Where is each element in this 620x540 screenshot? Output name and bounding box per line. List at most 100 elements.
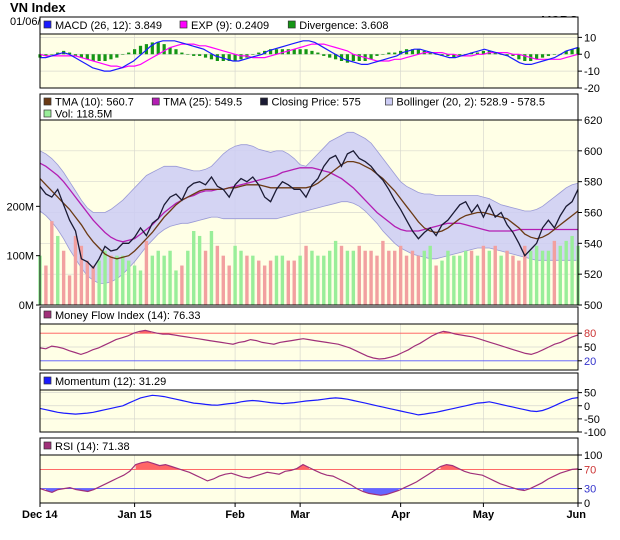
x-axis-tick-label: Feb bbox=[225, 509, 245, 521]
volume-bar bbox=[517, 260, 521, 305]
volume-bar bbox=[292, 260, 296, 305]
macd-divergence-bar bbox=[416, 49, 420, 55]
volume-bar bbox=[121, 255, 125, 305]
volume-bar bbox=[316, 255, 320, 305]
macd-divergence-bar bbox=[56, 52, 60, 55]
macd-divergence-bar bbox=[162, 44, 166, 55]
macd-divergence-bar bbox=[67, 52, 72, 55]
macd-panel-legend-label: EXP (9): 0.2409 bbox=[191, 20, 269, 32]
volume-bar bbox=[50, 221, 54, 305]
mfi-axis-tick-label: 80 bbox=[584, 328, 596, 340]
macd-divergence-bar bbox=[127, 52, 131, 55]
volume-bar bbox=[416, 255, 421, 305]
momentum-axis-tick-label: -50 bbox=[584, 414, 600, 426]
macd-divergence-bar bbox=[85, 54, 89, 60]
volume-tick-label: 100M bbox=[6, 251, 34, 263]
macd-divergence-bar bbox=[292, 49, 296, 55]
momentum-axis-tick-label: -100 bbox=[584, 427, 606, 439]
macd-divergence-bar bbox=[452, 54, 456, 58]
volume-bar bbox=[126, 260, 131, 305]
bollinger-upper-line bbox=[39, 131, 579, 213]
volume-bar bbox=[156, 250, 160, 305]
volume-bar bbox=[221, 255, 225, 305]
price-axis-tick-label: 520 bbox=[584, 269, 602, 281]
volume-bar bbox=[339, 245, 344, 305]
momentum-panel-background bbox=[40, 390, 578, 432]
price-panel-legend-label: Vol: 118.5M bbox=[55, 109, 112, 121]
volume-bar bbox=[215, 245, 220, 305]
volume-bar bbox=[463, 250, 468, 305]
macd-divergence-bar bbox=[227, 54, 231, 61]
volume-bar bbox=[233, 245, 237, 305]
volume-bar bbox=[268, 260, 273, 305]
volume-bar bbox=[505, 250, 509, 305]
price-panel-legend-swatch bbox=[385, 97, 393, 106]
price-axis-tick-label: 560 bbox=[584, 208, 602, 220]
volume-bar bbox=[73, 235, 78, 305]
volume-bar bbox=[351, 250, 356, 305]
x-axis-tick-label: Mar bbox=[290, 509, 310, 521]
price-panel-legend-swatch bbox=[43, 97, 52, 106]
volume-bar bbox=[209, 231, 214, 305]
volume-bar bbox=[357, 245, 361, 305]
macd-divergence-bar bbox=[174, 49, 178, 55]
closing-price-line bbox=[39, 149, 579, 270]
rsi-panel-legend-label: RSI (14): 71.38 bbox=[55, 441, 130, 453]
momentum-line bbox=[39, 394, 579, 416]
macd-divergence-bar bbox=[446, 54, 450, 56]
macd-axis-tick-label: -20 bbox=[584, 83, 600, 95]
volume-bar bbox=[85, 260, 89, 305]
volume-bar bbox=[446, 250, 450, 305]
macd-panel-legend-label: Divergence: 3.608 bbox=[299, 20, 388, 32]
volume-bar bbox=[310, 250, 314, 305]
macd-divergence-bar bbox=[257, 52, 261, 55]
macd-line bbox=[40, 40, 579, 72]
volume-bar bbox=[327, 250, 332, 305]
volume-bar bbox=[404, 255, 409, 305]
volume-bar bbox=[452, 255, 456, 305]
macd-divergence-bar bbox=[369, 54, 373, 60]
volume-bar bbox=[280, 255, 285, 305]
macd-divergence-bar bbox=[156, 42, 160, 55]
macd-divergence-bar bbox=[79, 54, 83, 58]
macd-divergence-bar bbox=[286, 49, 290, 55]
mfi-panel-legend-bar bbox=[39, 306, 579, 325]
macd-signal-line bbox=[39, 43, 579, 69]
x-axis-tick-label: Jan 15 bbox=[117, 509, 151, 521]
macd-divergence-bar bbox=[239, 54, 243, 60]
volume-bar bbox=[499, 255, 503, 305]
volume-bar bbox=[239, 250, 243, 305]
momentum-panel-legend-bar bbox=[39, 372, 579, 391]
volume-bar bbox=[570, 235, 574, 305]
volume-bar bbox=[274, 255, 279, 305]
volume-bar bbox=[458, 255, 462, 305]
macd-divergence-bar bbox=[535, 54, 539, 60]
macd-divergence-bar bbox=[458, 54, 462, 56]
macd-divergence-bar bbox=[310, 50, 314, 55]
macd-divergence-bar bbox=[387, 52, 391, 55]
macd-panel-legend-label: MACD (26, 12): 3.849 bbox=[55, 20, 162, 32]
price-panel-legend-label: TMA (10): 560.7 bbox=[55, 97, 134, 109]
rsi-panel-legend-bar bbox=[39, 437, 579, 456]
volume-bar bbox=[44, 265, 48, 305]
macd-divergence-bar bbox=[298, 49, 302, 55]
volume-bar bbox=[363, 250, 367, 305]
macd-divergence-bar bbox=[546, 54, 551, 56]
volume-bar bbox=[487, 250, 492, 305]
momentum-axis-tick-label: 50 bbox=[584, 388, 596, 400]
macd-divergence-bar bbox=[334, 54, 338, 60]
chart-title: VN Index bbox=[10, 0, 66, 15]
volume-bar bbox=[511, 255, 515, 305]
volume-bar bbox=[79, 245, 84, 305]
macd-divergence-bar bbox=[209, 54, 214, 60]
price-panel-legend-bar bbox=[39, 93, 579, 121]
macd-divergence-bar bbox=[215, 54, 219, 61]
macd-divergence-bar bbox=[203, 54, 208, 58]
macd-divergence-bar bbox=[511, 54, 515, 56]
x-axis-tick-label: May bbox=[473, 509, 495, 521]
x-axis-tick-label: Jun bbox=[566, 509, 586, 521]
macd-divergence-bar bbox=[274, 49, 279, 55]
macd-divergence-bar bbox=[103, 54, 107, 61]
volume-bar bbox=[138, 270, 143, 305]
